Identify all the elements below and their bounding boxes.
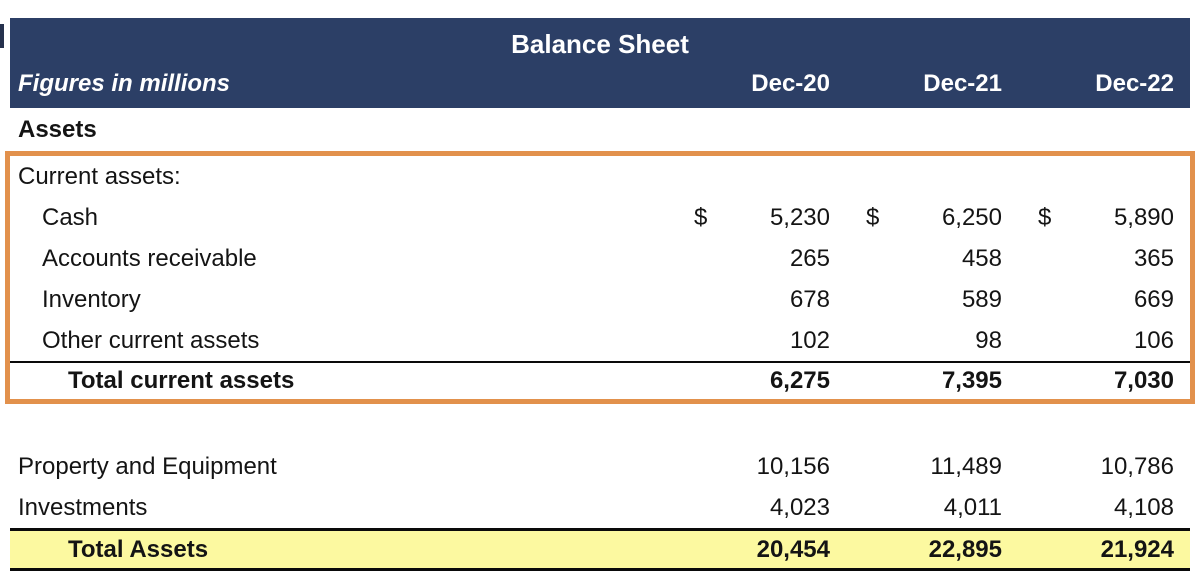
figures-note: Figures in millions [18,70,231,97]
header-band: Balance Sheet Figures in millions Dec-20… [10,18,1190,108]
row-total-assets: Total Assets 20,454 22,895 21,924 [10,528,1190,571]
cell-value: 5,890 [1113,203,1174,231]
row-total-current-assets: Total current assets 6,275 7,395 7,030 [10,361,1190,399]
row-label: Total Assets [68,535,209,563]
row-label: Accounts receivable [42,244,257,272]
row-label: Inventory [42,285,141,313]
balance-sheet: Balance Sheet Figures in millions Dec-20… [5,18,1195,571]
column-header-dec21: Dec-21 [923,70,1002,97]
row-cash: Cash $5,230 $6,250 $5,890 [10,197,1190,238]
cell-value: 6,250 [941,203,1002,231]
row-current-assets-label: Current assets: [10,156,1190,197]
cell-value: 11,489 [930,453,1002,480]
cell-value: 678 [789,285,830,313]
column-header-row: Figures in millions Dec-20 Dec-21 Dec-22 [10,64,1190,104]
cell-value: 106 [1133,326,1174,354]
row-accounts-receivable: Accounts receivable 265 458 365 [10,238,1190,279]
cell-value: 4,023 [769,494,830,521]
column-header-dec22: Dec-22 [1095,70,1174,97]
cell-value: 98 [975,326,1002,354]
row-label: Cash [42,203,99,231]
title-row: Balance Sheet [10,24,1190,64]
cell-value: 4,011 [943,494,1002,521]
cell-value: 7,395 [941,367,1002,394]
page-title: Balance Sheet [511,28,689,59]
cell-value: 10,156 [756,453,830,480]
cell-value: 365 [1133,244,1174,272]
row-label: Other current assets [42,326,260,354]
row-inventory: Inventory 678 589 669 [10,279,1190,320]
row-label: Current assets: [18,162,181,190]
section-gap [10,404,1190,446]
current-assets-highlight-box: Current assets: Cash $5,230 $6,250 $5,89… [5,151,1195,404]
cell-value: 589 [961,285,1002,313]
cell-value: 458 [961,244,1002,272]
column-header-dec20: Dec-20 [751,70,830,97]
currency-symbol: $ [1038,203,1052,231]
row-investments: Investments 4,023 4,011 4,108 [10,488,1190,528]
currency-symbol: $ [866,203,880,231]
row-label: Property and Equipment [18,453,277,480]
cell-value: 265 [789,244,830,272]
cell-value: 5,230 [769,203,830,231]
left-edge-artifact [0,24,4,48]
row-label: Total current assets [68,367,295,394]
assets-heading: Assets [18,115,97,143]
row-label: Investments [18,494,148,521]
row-property-and-equipment: Property and Equipment 10,156 11,489 10,… [10,446,1190,488]
row-other-current-assets: Other current assets 102 98 106 [10,320,1190,361]
cell-value: 4,108 [1113,494,1174,521]
cell-value: 10,786 [1100,453,1174,480]
currency-symbol: $ [694,203,708,231]
cell-value: 21,924 [1100,535,1174,563]
cell-value: 7,030 [1113,367,1174,394]
cell-value: 6,275 [769,367,830,394]
cell-value: 20,454 [756,535,830,563]
cell-value: 669 [1133,285,1174,313]
cell-value: 102 [789,326,830,354]
cell-value: 22,895 [928,535,1002,563]
